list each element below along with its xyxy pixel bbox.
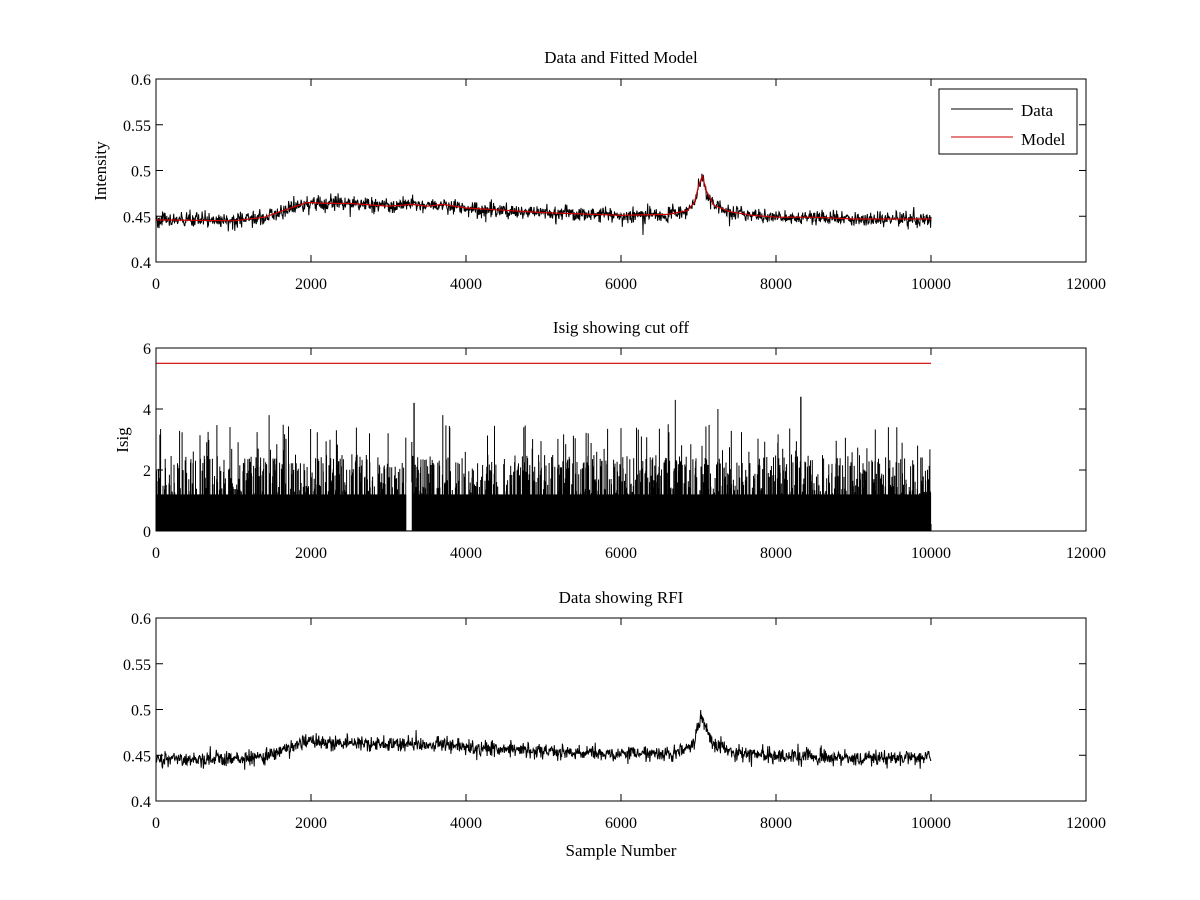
legend-model-label: Model [1021, 130, 1066, 149]
x-tick-label: 6000 [605, 545, 637, 562]
subplot-1-frame [155, 78, 1087, 263]
y-tick-label: 2 [143, 463, 151, 480]
subplot-3-frame [155, 617, 1087, 802]
subplot-data-and-fitted-model: Data and Fitted Model Intensity 0 2000 400… [91, 48, 1106, 293]
x-tick-label: 10000 [911, 276, 951, 293]
y-tick-label: 0.55 [123, 657, 151, 674]
subplot-1-title: Data and Fitted Model [544, 48, 698, 67]
x-tick-label: 4000 [450, 815, 482, 832]
subplot-2-frame [155, 347, 1087, 532]
y-tick-label: 0.4 [131, 794, 151, 811]
subplot-2-ticks: 0 2000 4000 6000 8000 10000 12000 0 2 4 6 [143, 341, 1106, 562]
y-tick-label: 0.4 [131, 255, 151, 272]
x-tick-label: 12000 [1066, 276, 1106, 293]
x-tick-label: 10000 [911, 815, 951, 832]
y-tick-label: 0.45 [123, 209, 151, 226]
x-tick-label: 8000 [760, 545, 792, 562]
x-tick-label: 8000 [760, 276, 792, 293]
subplot-2-title: Isig showing cut off [553, 318, 689, 337]
legend-box [938, 88, 1078, 155]
x-tick-label: 8000 [760, 815, 792, 832]
subplot-isig-showing-cut-off: Isig showing cut off Isig 0 2000 4000 6000 8… [113, 318, 1106, 562]
x-tick-label: 10000 [911, 545, 951, 562]
y-tick-label: 0 [143, 524, 151, 541]
x-tick-label: 0 [152, 815, 160, 832]
x-tick-label: 12000 [1066, 815, 1106, 832]
x-tick-label: 12000 [1066, 545, 1106, 562]
x-tick-label: 0 [152, 545, 160, 562]
x-tick-label: 2000 [295, 276, 327, 293]
subplot-2-plot-area [155, 362, 932, 531]
y-tick-label: 4 [143, 402, 151, 419]
x-tick-label: 2000 [295, 545, 327, 562]
y-tick-label: 0.45 [123, 748, 151, 765]
subplot-1-ylabel: Intensity [91, 141, 110, 201]
y-tick-label: 0.6 [131, 611, 151, 628]
subplot-data-showing-rfi: Data showing RFI 0 2000 4000 6000 8000 10000 1… [123, 588, 1106, 860]
subplot-1-plot-area [155, 173, 932, 236]
legend-data-label: Data [1021, 101, 1054, 120]
x-tick-label: 2000 [295, 815, 327, 832]
y-tick-label: 0.55 [123, 118, 151, 135]
x-tick-label: 6000 [605, 276, 637, 293]
series-line-0-line [155, 709, 932, 770]
subplot-2-ylabel: Isig [113, 427, 132, 453]
series-model-line [155, 174, 931, 222]
y-tick-label: 6 [143, 341, 151, 358]
y-tick-label: 0.6 [131, 72, 151, 89]
y-tick-label: 0.5 [131, 164, 151, 181]
y-tick-label: 0.5 [131, 703, 151, 720]
subplot-3-title: Data showing RFI [559, 588, 684, 607]
subplot-3-xlabel: Sample Number [566, 841, 677, 860]
x-tick-label: 6000 [605, 815, 637, 832]
x-tick-label: 0 [152, 276, 160, 293]
subplot-1-ticks: 0 2000 4000 6000 8000 10000 12000 0.4 0.45 0.5 0.5… [123, 72, 1106, 293]
x-tick-label: 4000 [450, 545, 482, 562]
subplot-3-plot-area [155, 709, 932, 770]
series-isig-gap [406, 482, 412, 531]
legend: Data Model [938, 88, 1078, 155]
x-tick-label: 4000 [450, 276, 482, 293]
